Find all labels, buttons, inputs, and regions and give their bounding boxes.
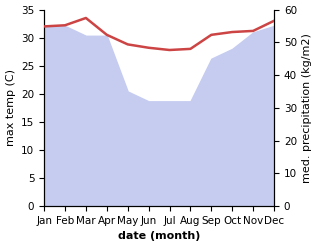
X-axis label: date (month): date (month) xyxy=(118,231,200,242)
Y-axis label: med. precipitation (kg/m2): med. precipitation (kg/m2) xyxy=(302,33,313,183)
Y-axis label: max temp (C): max temp (C) xyxy=(5,69,16,146)
